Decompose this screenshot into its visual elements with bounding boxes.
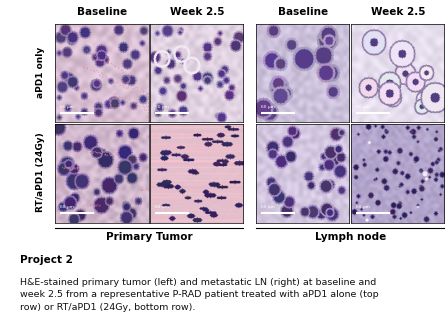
Text: 60 μm: 60 μm: [60, 205, 73, 209]
Text: 60 μm: 60 μm: [155, 205, 168, 209]
Text: Baseline: Baseline: [78, 8, 128, 17]
Text: Project 2: Project 2: [20, 255, 73, 265]
Text: Week 2.5: Week 2.5: [371, 8, 426, 17]
Text: 60 μm: 60 μm: [60, 105, 73, 109]
Text: 60 μm: 60 μm: [261, 105, 275, 109]
Text: RT/aPD1 (24Gy): RT/aPD1 (24Gy): [36, 133, 45, 212]
Text: 60 μm: 60 μm: [261, 205, 275, 209]
Text: aPD1 only: aPD1 only: [36, 47, 45, 98]
Text: H&E-stained primary tumor (left) and metastatic LN (right) at baseline and
week : H&E-stained primary tumor (left) and met…: [20, 278, 379, 312]
Text: Lymph node: Lymph node: [314, 232, 386, 242]
Text: 60 μm: 60 μm: [155, 105, 168, 109]
Text: Baseline: Baseline: [278, 8, 328, 17]
Text: Primary Tumor: Primary Tumor: [106, 232, 193, 242]
Text: Week 2.5: Week 2.5: [170, 8, 224, 17]
Text: 60 μm: 60 μm: [356, 205, 369, 209]
Text: 60 μm: 60 μm: [356, 105, 369, 109]
